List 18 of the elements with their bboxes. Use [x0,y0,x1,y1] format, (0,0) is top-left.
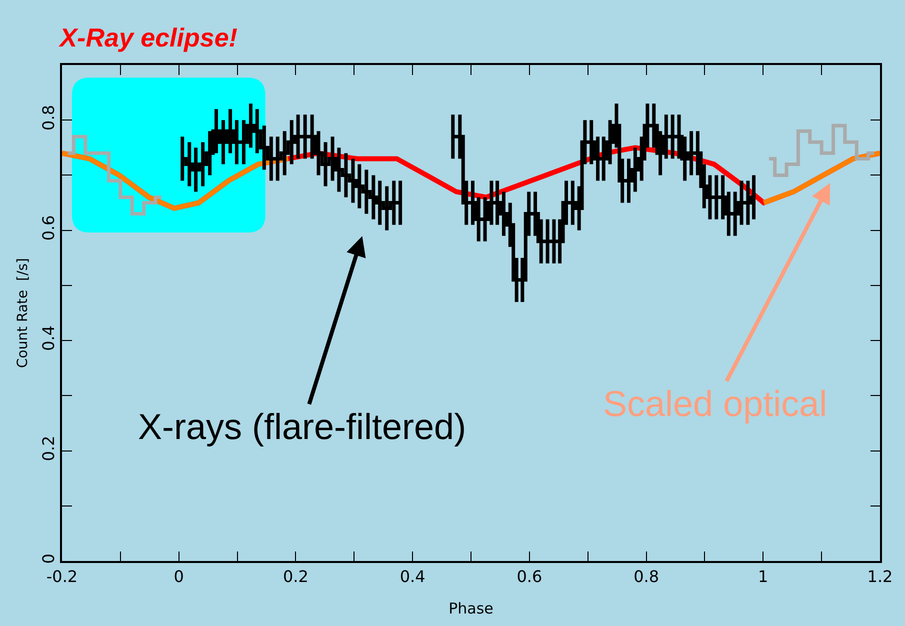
x-tick-label: 0.2 [282,566,308,586]
y-tick-label: 0.2 [38,436,58,462]
y-tick-label: 0.8 [38,104,58,130]
x-tick-label: -0.2 [46,566,78,586]
x-tick-label: 0.8 [634,566,660,586]
annotation: Scaled optical [603,383,828,424]
x-tick-label: 1 [758,566,768,586]
y-axis-title: Count Rate [/s] [14,258,31,368]
x-tick-label: 0.4 [400,566,426,586]
y-tick-label: 0.6 [38,215,58,241]
x-axis-title: Phase [448,599,494,618]
annotation: X-rays (flare-filtered) [138,406,466,447]
x-tick-label: 1.2 [867,566,893,586]
y-tick-label: 0.4 [38,325,58,351]
chart-title: X-Ray eclipse! [58,22,238,52]
y-tick-label: 0 [38,554,58,564]
x-tick-label: 0.6 [516,566,542,586]
x-tick-label: 0 [174,566,184,586]
